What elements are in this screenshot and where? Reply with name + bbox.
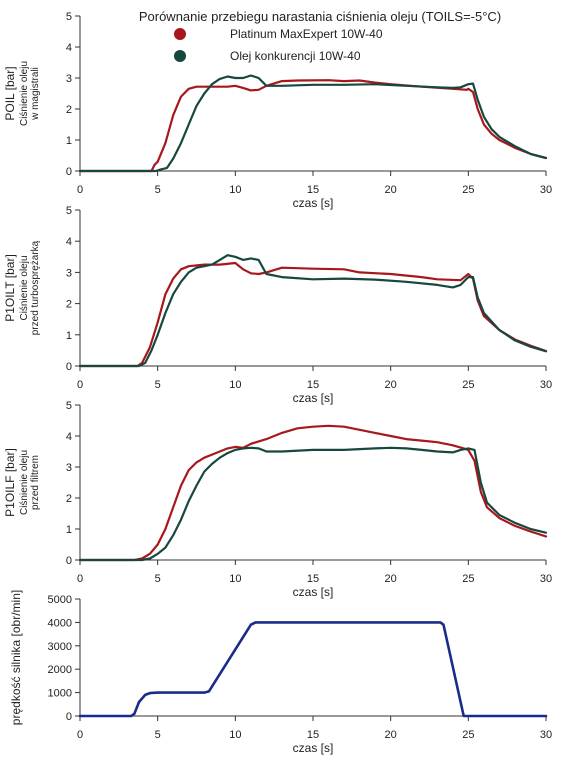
y-axis-title: P1OILF [bar]	[3, 448, 17, 517]
legend-label: Olej konkurencji 10W-40	[230, 49, 361, 63]
x-tick-label: 15	[307, 184, 319, 196]
x-tick-label: 30	[540, 184, 552, 196]
y-tick-label: 5	[66, 205, 72, 217]
y-tick-label: 1	[66, 330, 72, 342]
y-tick-label: 3000	[48, 641, 72, 653]
x-tick-label: 0	[77, 729, 83, 741]
x-tick-label: 25	[462, 184, 474, 196]
x-tick-label: 5	[155, 573, 161, 585]
x-tick-label: 30	[540, 573, 552, 585]
x-tick-label: 15	[307, 729, 319, 741]
chart-title: Porównanie przebiegu narastania ciśnieni…	[139, 9, 501, 24]
x-tick-label: 10	[229, 184, 241, 196]
x-axis-title: czas [s]	[293, 196, 334, 210]
x-tick-label: 20	[385, 573, 397, 585]
legend: Platinum MaxExpert 10W-40 Olej konkurencj…	[174, 27, 383, 63]
x-tick-label: 15	[307, 573, 319, 585]
y-axis-title: POIL [bar]	[3, 66, 17, 120]
y-tick-label: 0	[66, 711, 72, 723]
y-tick-label: 3	[66, 73, 72, 85]
x-tick-label: 30	[540, 379, 552, 391]
y-tick-label: 2	[66, 104, 72, 116]
y-axis-title: Ciśnienie oleju	[19, 255, 30, 320]
x-axis-title: czas [s]	[293, 391, 334, 405]
x-tick-label: 10	[229, 573, 241, 585]
x-tick-label: 5	[155, 729, 161, 741]
y-tick-label: 4	[66, 431, 72, 443]
y-axis-title: Ciśnienie oleju	[19, 61, 30, 126]
y-axis-title: prędkość silnika [obr/min]	[9, 590, 23, 725]
x-tick-label: 25	[462, 379, 474, 391]
y-tick-label: 4	[66, 236, 72, 248]
y-axis-title: przed filtrem	[30, 455, 41, 510]
plot-panel: 0 1 2 3 4 5 0 5 10 15 20 25 30 czas [s] P1OILF [bar] Ci…	[3, 400, 552, 599]
legend-marker	[174, 50, 186, 62]
x-tick-label: 30	[540, 729, 552, 741]
legend-marker	[174, 28, 186, 40]
y-tick-label: 2	[66, 493, 72, 505]
y-tick-label: 3	[66, 267, 72, 279]
y-tick-label: 0	[66, 166, 72, 178]
y-axis-title: przed turbosprężarką	[30, 240, 41, 335]
y-tick-label: 1	[66, 524, 72, 536]
y-axis-title: Ciśnienie oleju	[19, 450, 30, 515]
series-line	[78, 424, 548, 562]
x-tick-label: 20	[385, 729, 397, 741]
y-tick-label: 2	[66, 299, 72, 311]
y-axis-title: w magistrali	[30, 67, 41, 121]
y-tick-label: 0	[66, 555, 72, 567]
series-line	[78, 74, 548, 173]
legend-label: Platinum MaxExpert 10W-40	[230, 27, 383, 41]
x-tick-label: 20	[385, 379, 397, 391]
plot-panel: 0 1 2 3 4 5 0 5 10 15 20 25 30 czas [s] POIL [bar] Ciśn…	[3, 11, 552, 210]
x-tick-label: 0	[77, 573, 83, 585]
x-tick-label: 25	[462, 573, 474, 585]
series-line	[78, 446, 548, 562]
x-tick-label: 25	[462, 729, 474, 741]
x-tick-label: 0	[77, 184, 83, 196]
y-tick-label: 5	[66, 400, 72, 412]
y-tick-label: 5	[66, 11, 72, 23]
x-tick-label: 5	[155, 184, 161, 196]
plot-panel: 0 1000 2000 3000 4000 5000 0 5 10 15 20 25 30 czas [s…	[9, 590, 552, 755]
y-tick-label: 0	[66, 361, 72, 373]
y-tick-label: 5000	[48, 594, 72, 606]
y-tick-label: 1	[66, 135, 72, 147]
y-tick-label: 1000	[48, 688, 72, 700]
x-tick-label: 0	[77, 379, 83, 391]
y-tick-label: 2000	[48, 664, 72, 676]
x-axis-title: czas [s]	[293, 585, 334, 599]
series-line	[78, 254, 548, 368]
series-line	[78, 621, 548, 718]
x-tick-label: 20	[385, 184, 397, 196]
x-tick-label: 10	[229, 729, 241, 741]
series-line	[78, 79, 548, 173]
y-tick-label: 4000	[48, 617, 72, 629]
y-tick-label: 4	[66, 42, 72, 54]
y-axis-title: P1OILT [bar]	[3, 254, 17, 322]
x-tick-label: 5	[155, 379, 161, 391]
x-axis-title: czas [s]	[293, 741, 334, 755]
y-tick-label: 3	[66, 462, 72, 474]
x-tick-label: 10	[229, 379, 241, 391]
plot-panel: 0 1 2 3 4 5 0 5 10 15 20 25 30 czas [s] P1OILT [bar] Ci…	[3, 205, 552, 405]
x-tick-label: 15	[307, 379, 319, 391]
